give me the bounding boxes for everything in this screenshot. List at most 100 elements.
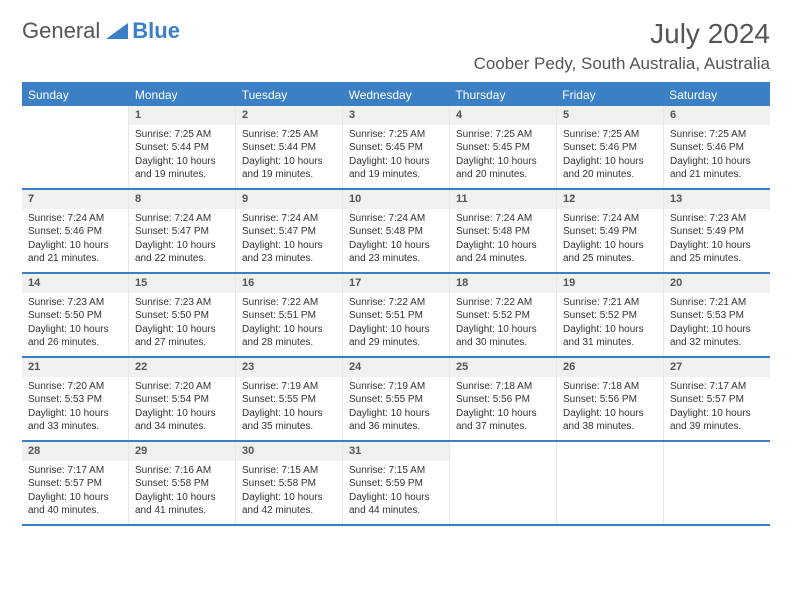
day-body: Sunrise: 7:24 AMSunset: 5:48 PMDaylight:…: [343, 209, 449, 271]
sunset-text: Sunset: 5:47 PM: [242, 225, 336, 239]
day-body: Sunrise: 7:23 AMSunset: 5:50 PMDaylight:…: [22, 293, 128, 355]
weekday-header: Tuesday: [236, 84, 343, 106]
sunrise-text: Sunrise: 7:24 AM: [563, 212, 657, 226]
day-cell: 8Sunrise: 7:24 AMSunset: 5:47 PMDaylight…: [129, 190, 236, 272]
day-cell: 21Sunrise: 7:20 AMSunset: 5:53 PMDayligh…: [22, 358, 129, 440]
sunset-text: Sunset: 5:54 PM: [135, 393, 229, 407]
sunset-text: Sunset: 5:55 PM: [242, 393, 336, 407]
daylight-text: Daylight: 10 hours and 28 minutes.: [242, 323, 336, 350]
sunset-text: Sunset: 5:55 PM: [349, 393, 443, 407]
day-cell: 28Sunrise: 7:17 AMSunset: 5:57 PMDayligh…: [22, 442, 129, 524]
daylight-text: Daylight: 10 hours and 27 minutes.: [135, 323, 229, 350]
day-cell: 3Sunrise: 7:25 AMSunset: 5:45 PMDaylight…: [343, 106, 450, 188]
sunset-text: Sunset: 5:57 PM: [670, 393, 764, 407]
sunrise-text: Sunrise: 7:22 AM: [349, 296, 443, 310]
day-number: 20: [664, 274, 770, 293]
day-body: Sunrise: 7:24 AMSunset: 5:49 PMDaylight:…: [557, 209, 663, 271]
sunset-text: Sunset: 5:56 PM: [456, 393, 550, 407]
brand-part1: General: [22, 18, 100, 44]
daylight-text: Daylight: 10 hours and 39 minutes.: [670, 407, 764, 434]
daylight-text: Daylight: 10 hours and 26 minutes.: [28, 323, 122, 350]
day-cell: 30Sunrise: 7:15 AMSunset: 5:58 PMDayligh…: [236, 442, 343, 524]
day-cell: 6Sunrise: 7:25 AMSunset: 5:46 PMDaylight…: [664, 106, 770, 188]
day-cell: 5Sunrise: 7:25 AMSunset: 5:46 PMDaylight…: [557, 106, 664, 188]
sunrise-text: Sunrise: 7:17 AM: [670, 380, 764, 394]
sunrise-text: Sunrise: 7:24 AM: [28, 212, 122, 226]
daylight-text: Daylight: 10 hours and 23 minutes.: [242, 239, 336, 266]
sunrise-text: Sunrise: 7:22 AM: [456, 296, 550, 310]
sunset-text: Sunset: 5:52 PM: [563, 309, 657, 323]
daylight-text: Daylight: 10 hours and 33 minutes.: [28, 407, 122, 434]
daylight-text: Daylight: 10 hours and 20 minutes.: [563, 155, 657, 182]
day-cell: 2Sunrise: 7:25 AMSunset: 5:44 PMDaylight…: [236, 106, 343, 188]
sunset-text: Sunset: 5:46 PM: [670, 141, 764, 155]
day-body: Sunrise: 7:25 AMSunset: 5:44 PMDaylight:…: [236, 125, 342, 187]
sunset-text: Sunset: 5:44 PM: [135, 141, 229, 155]
weekday-header: Wednesday: [343, 84, 450, 106]
weekday-header: Sunday: [22, 84, 129, 106]
sunset-text: Sunset: 5:45 PM: [456, 141, 550, 155]
day-cell: 17Sunrise: 7:22 AMSunset: 5:51 PMDayligh…: [343, 274, 450, 356]
daylight-text: Daylight: 10 hours and 24 minutes.: [456, 239, 550, 266]
sunrise-text: Sunrise: 7:19 AM: [349, 380, 443, 394]
sunrise-text: Sunrise: 7:18 AM: [563, 380, 657, 394]
brand-logo: General Blue: [22, 18, 180, 44]
weekday-header: Monday: [129, 84, 236, 106]
day-body: Sunrise: 7:16 AMSunset: 5:58 PMDaylight:…: [129, 461, 235, 523]
sunrise-text: Sunrise: 7:20 AM: [135, 380, 229, 394]
day-cell: 29Sunrise: 7:16 AMSunset: 5:58 PMDayligh…: [129, 442, 236, 524]
day-cell: 18Sunrise: 7:22 AMSunset: 5:52 PMDayligh…: [450, 274, 557, 356]
day-body: Sunrise: 7:22 AMSunset: 5:51 PMDaylight:…: [343, 293, 449, 355]
day-cell: [450, 442, 557, 524]
day-number: 4: [450, 106, 556, 125]
sunset-text: Sunset: 5:48 PM: [456, 225, 550, 239]
day-body: Sunrise: 7:22 AMSunset: 5:51 PMDaylight:…: [236, 293, 342, 355]
day-number: 13: [664, 190, 770, 209]
day-cell: 20Sunrise: 7:21 AMSunset: 5:53 PMDayligh…: [664, 274, 770, 356]
day-number: 15: [129, 274, 235, 293]
sunrise-text: Sunrise: 7:24 AM: [456, 212, 550, 226]
day-body: Sunrise: 7:17 AMSunset: 5:57 PMDaylight:…: [22, 461, 128, 523]
day-number: 5: [557, 106, 663, 125]
week-row: 28Sunrise: 7:17 AMSunset: 5:57 PMDayligh…: [22, 442, 770, 526]
daylight-text: Daylight: 10 hours and 29 minutes.: [349, 323, 443, 350]
week-row: 21Sunrise: 7:20 AMSunset: 5:53 PMDayligh…: [22, 358, 770, 442]
weekday-header-row: Sunday Monday Tuesday Wednesday Thursday…: [22, 84, 770, 106]
sunset-text: Sunset: 5:48 PM: [349, 225, 443, 239]
day-number: 14: [22, 274, 128, 293]
day-body: Sunrise: 7:17 AMSunset: 5:57 PMDaylight:…: [664, 377, 770, 439]
daylight-text: Daylight: 10 hours and 25 minutes.: [670, 239, 764, 266]
sunset-text: Sunset: 5:53 PM: [670, 309, 764, 323]
sunrise-text: Sunrise: 7:21 AM: [563, 296, 657, 310]
day-number: 12: [557, 190, 663, 209]
sunset-text: Sunset: 5:47 PM: [135, 225, 229, 239]
daylight-text: Daylight: 10 hours and 36 minutes.: [349, 407, 443, 434]
sunset-text: Sunset: 5:50 PM: [135, 309, 229, 323]
daylight-text: Daylight: 10 hours and 38 minutes.: [563, 407, 657, 434]
day-body: Sunrise: 7:19 AMSunset: 5:55 PMDaylight:…: [236, 377, 342, 439]
sunset-text: Sunset: 5:59 PM: [349, 477, 443, 491]
brand-triangle-icon: [106, 23, 128, 39]
weekday-header: Saturday: [663, 84, 770, 106]
sunrise-text: Sunrise: 7:23 AM: [135, 296, 229, 310]
day-number: 19: [557, 274, 663, 293]
daylight-text: Daylight: 10 hours and 21 minutes.: [670, 155, 764, 182]
sunrise-text: Sunrise: 7:25 AM: [349, 128, 443, 142]
day-number: 7: [22, 190, 128, 209]
sunset-text: Sunset: 5:51 PM: [242, 309, 336, 323]
day-number: 27: [664, 358, 770, 377]
day-cell: 27Sunrise: 7:17 AMSunset: 5:57 PMDayligh…: [664, 358, 770, 440]
day-body: Sunrise: 7:21 AMSunset: 5:53 PMDaylight:…: [664, 293, 770, 355]
sunset-text: Sunset: 5:58 PM: [135, 477, 229, 491]
sunset-text: Sunset: 5:58 PM: [242, 477, 336, 491]
day-cell: [557, 442, 664, 524]
day-body: Sunrise: 7:18 AMSunset: 5:56 PMDaylight:…: [557, 377, 663, 439]
sunrise-text: Sunrise: 7:25 AM: [456, 128, 550, 142]
title-block: July 2024 Coober Pedy, South Australia, …: [474, 18, 770, 74]
day-number: 9: [236, 190, 342, 209]
day-number: 28: [22, 442, 128, 461]
day-body: Sunrise: 7:24 AMSunset: 5:48 PMDaylight:…: [450, 209, 556, 271]
daylight-text: Daylight: 10 hours and 40 minutes.: [28, 491, 122, 518]
day-body: Sunrise: 7:19 AMSunset: 5:55 PMDaylight:…: [343, 377, 449, 439]
sunrise-text: Sunrise: 7:21 AM: [670, 296, 764, 310]
